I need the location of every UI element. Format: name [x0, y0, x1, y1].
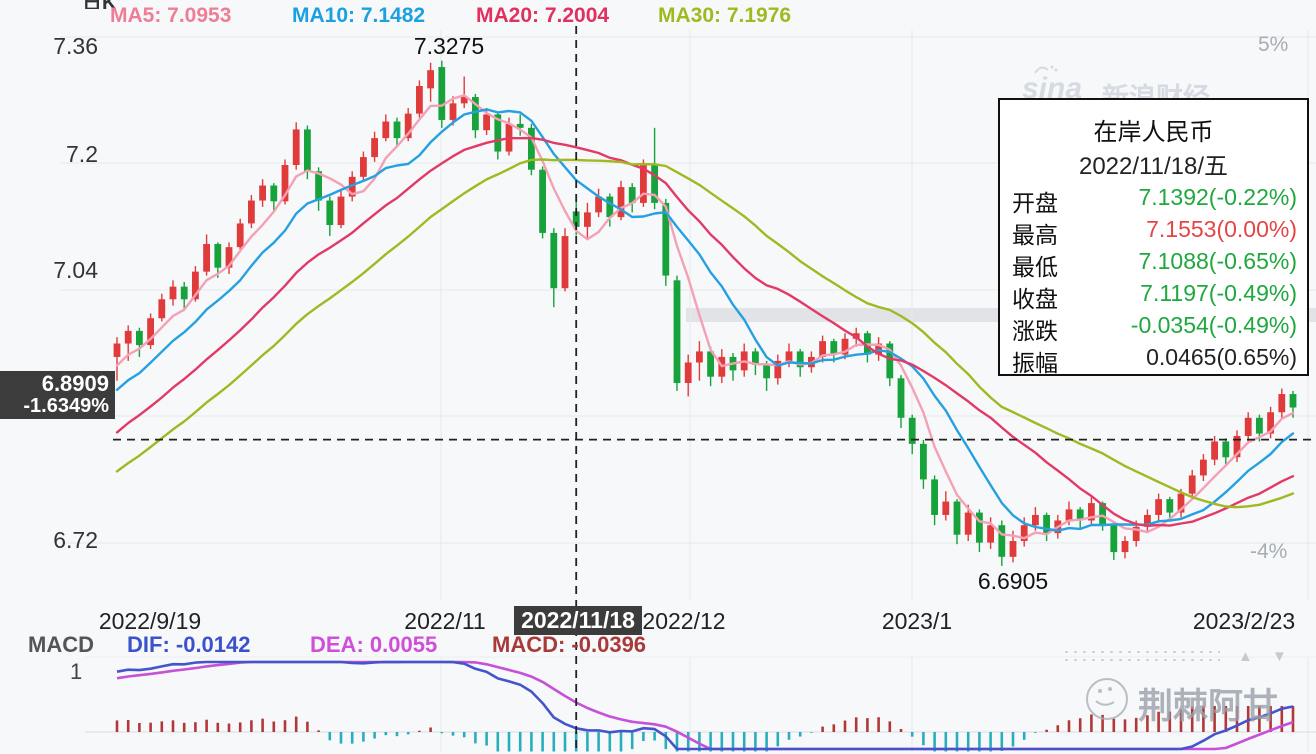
macd-dif-value: DIF: -0.0142: [127, 632, 251, 657]
author-avatar-icon: [1086, 678, 1128, 720]
percent-axis-label-top: 5%: [1258, 33, 1289, 56]
macd-hist-value: MACD: -0.0396: [492, 632, 647, 657]
macd-title: MACD: [28, 632, 94, 657]
legend-ma10: MA10: 7.1482: [292, 4, 426, 27]
legend-ma5: MA5: 7.0953: [110, 4, 232, 27]
price-axis-label-7-04: 7.04: [53, 257, 98, 283]
scroll-down-arrow[interactable]: ▼: [1272, 648, 1287, 665]
x-tick-2023-1: 2023/1: [881, 608, 953, 634]
tooltip-low-label: 最低: [1012, 254, 1058, 280]
cropped-text: 日K: [82, 0, 116, 9]
macd-scale-tick: 1: [70, 659, 83, 684]
crosshair-price: 6.8909: [41, 371, 109, 396]
tooltip-high-label: 最高: [1012, 222, 1058, 248]
crosshair-price-label: 6.8909 -1.6349%: [0, 371, 115, 419]
tooltip-high-value: 7.1553(0.00%): [1146, 216, 1297, 242]
low-annotation: 6.6905: [977, 568, 1049, 594]
tooltip-change-value: -0.0354(-0.49%): [1130, 312, 1297, 338]
x-tick-2022-9-19: 2022/9/19: [98, 608, 202, 634]
ohlc-tooltip: 在岸人民币 2022/11/18/五 开盘 7.1392(-0.22%) 最高 …: [998, 98, 1309, 376]
price-axis-label-7-2: 7.2: [66, 141, 98, 167]
legend-ma30: MA30: 7.1976: [658, 4, 792, 27]
tooltip-close-value: 7.1197(-0.49%): [1140, 280, 1297, 306]
x-tick-2022-12: 2022/12: [642, 608, 726, 634]
legend-ma20: MA20: 7.2004: [476, 4, 610, 27]
tooltip-close-label: 收盘: [1012, 286, 1058, 312]
price-axis-label-6-72: 6.72: [53, 527, 98, 553]
percent-axis-label-bottom: -4%: [1250, 540, 1288, 563]
x-tick-highlight-2022-11-18: 2022/11/18: [514, 606, 642, 635]
sina-eye-icon: [1034, 65, 1058, 74]
x-tick-2023-2-23: 2023/2/23: [1192, 608, 1296, 634]
tooltip-low-value: 7.1088(-0.65%): [1138, 248, 1297, 274]
crosshair-percent: -1.6349%: [23, 395, 109, 417]
tooltip-open-value: 7.1392(-0.22%): [1138, 184, 1297, 210]
macd-dea-value: DEA: 0.0055: [310, 632, 438, 657]
x-tick-2022-11: 2022/11: [404, 608, 486, 634]
scrollbar-dots[interactable]: [1062, 648, 1220, 664]
scroll-up-arrow[interactable]: ▲: [1238, 648, 1253, 665]
tooltip-open-label: 开盘: [1012, 190, 1058, 216]
tooltip-date: 2022/11/18/五: [1078, 153, 1228, 180]
tooltip-change-label: 涨跌: [1012, 318, 1058, 344]
tooltip-title: 在岸人民币: [1093, 119, 1214, 146]
price-axis-label-7-36: 7.36: [53, 33, 98, 59]
tooltip-amplitude-label: 振幅: [1012, 350, 1058, 376]
high-annotation: 7.3275: [413, 33, 485, 59]
tooltip-amplitude-value: 0.0465(0.65%): [1146, 344, 1297, 370]
